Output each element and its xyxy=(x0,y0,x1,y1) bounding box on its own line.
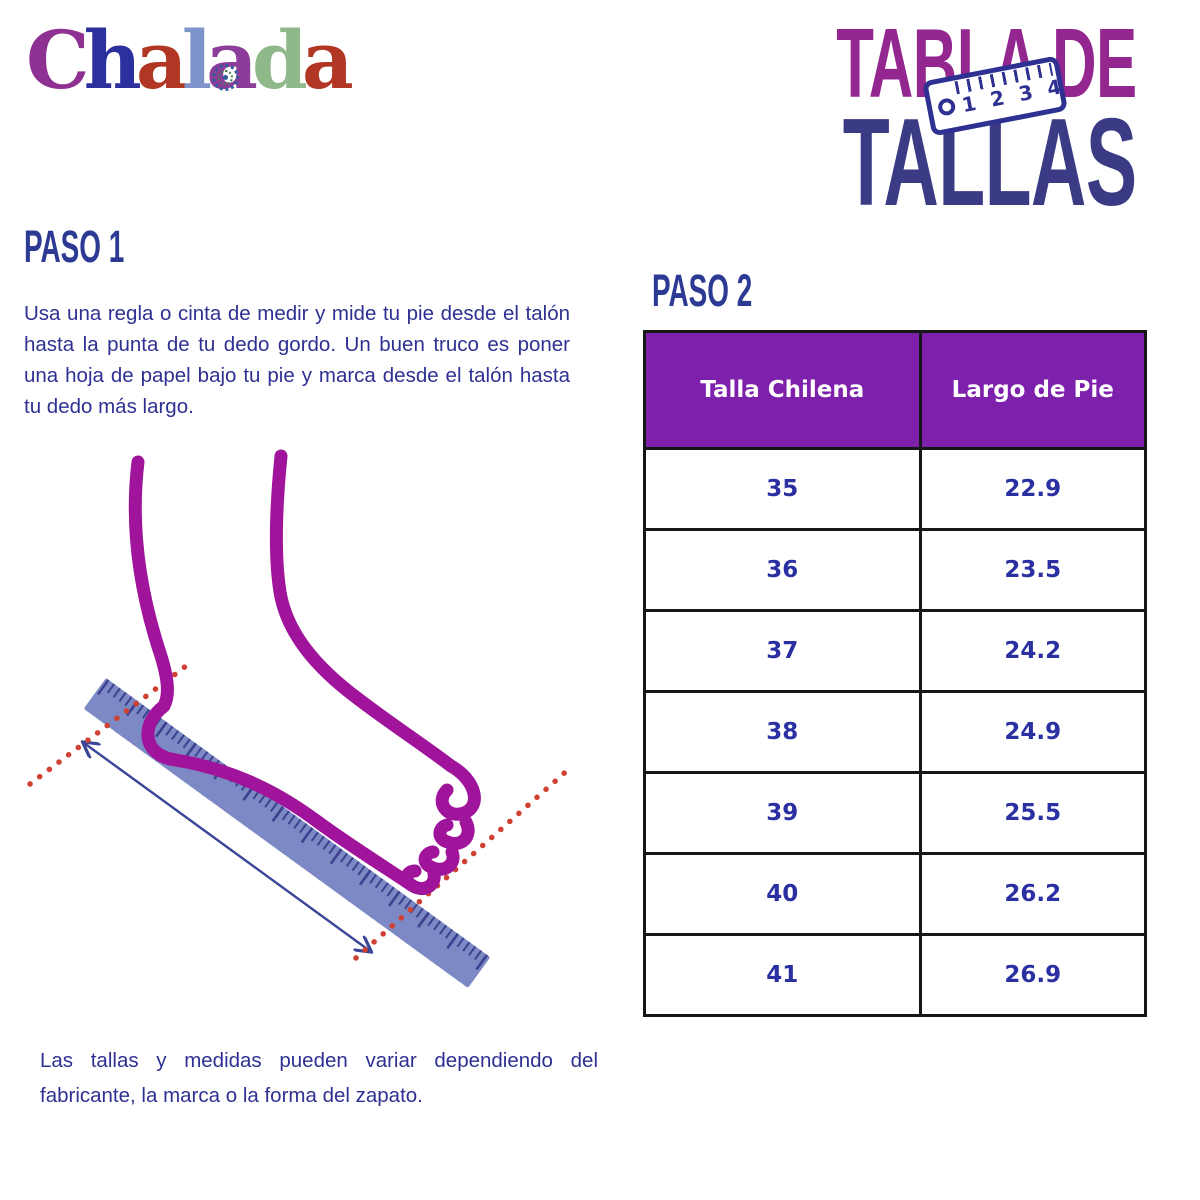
logo-letter: l xyxy=(181,13,212,107)
foot-outline xyxy=(128,449,481,895)
table-row: 37 24.2 xyxy=(643,609,1148,693)
table-row: 39 25.5 xyxy=(643,771,1148,855)
length-cell: 24.9 xyxy=(918,690,1148,774)
logo-letter: a xyxy=(301,13,354,107)
table-row: 35 22.9 xyxy=(643,447,1148,531)
size-cell: 37 xyxy=(643,609,922,693)
header-talla-chilena: Talla Chilena xyxy=(643,330,922,450)
paso1-heading: PASO 1 xyxy=(24,221,125,272)
length-cell: 25.5 xyxy=(918,771,1148,855)
disclaimer-text: Las tallas y medidas pueden variar depen… xyxy=(40,1048,598,1107)
table-row: 38 24.9 xyxy=(643,690,1148,774)
page-title: TABLA DE TALLAS xyxy=(660,14,1137,233)
table-row: 36 23.5 xyxy=(643,528,1148,612)
header-largo-de-pie: Largo de Pie xyxy=(918,330,1148,450)
length-cell: 23.5 xyxy=(918,528,1148,612)
table-row: 41 26.9 xyxy=(643,933,1148,1017)
table-row: 40 26.2 xyxy=(643,852,1148,936)
table-header-row: Talla Chilena Largo de Pie xyxy=(643,330,1148,450)
mandala-flower-icon xyxy=(212,64,239,91)
size-cell: 40 xyxy=(643,852,922,936)
measure-arrow xyxy=(84,743,370,951)
toe-guide-line xyxy=(353,765,573,961)
title-line-2: TALLAS xyxy=(842,94,1136,233)
size-cell: 41 xyxy=(643,933,922,1017)
length-cell: 26.2 xyxy=(918,852,1148,936)
logo-letter: h xyxy=(83,13,142,107)
paso1-body: Usa una regla o cinta de medir y mide tu… xyxy=(24,301,570,418)
paso2-heading: PASO 2 xyxy=(652,265,753,316)
size-cell: 38 xyxy=(643,690,922,774)
length-cell: 22.9 xyxy=(918,447,1148,531)
brand-logo: Chalada xyxy=(26,20,354,120)
size-cell: 35 xyxy=(643,447,922,531)
logo-letter: d xyxy=(251,13,308,107)
foot-measure-illustration xyxy=(27,449,573,988)
length-cell: 24.2 xyxy=(918,609,1148,693)
size-table: Talla Chilena Largo de Pie 35 22.9 36 23… xyxy=(643,330,1148,1017)
length-cell: 26.9 xyxy=(918,933,1148,1017)
heel-guide-line xyxy=(27,663,189,787)
ruler-badge-hole xyxy=(936,96,957,117)
logo-letter: C xyxy=(26,13,90,107)
size-cell: 36 xyxy=(643,528,922,612)
logo-letter: a xyxy=(135,13,188,107)
size-cell: 39 xyxy=(643,771,922,855)
logo-letter: a xyxy=(206,13,258,107)
